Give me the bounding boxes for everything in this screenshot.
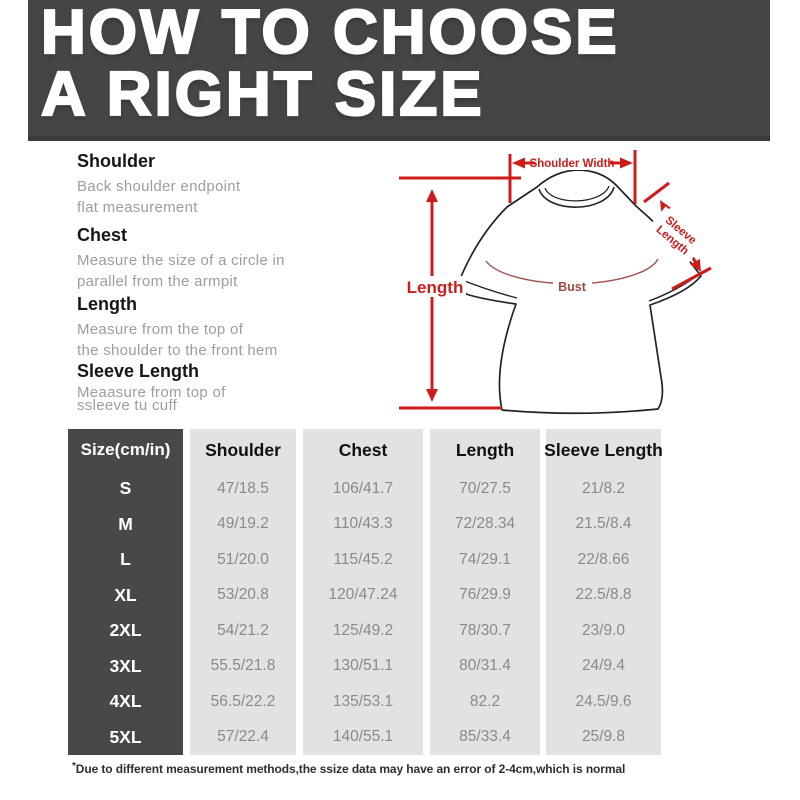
- size-table-column-length: Length 70/27.5 72/28.34 74/29.1 76/29.9 …: [430, 429, 540, 755]
- guide-length-desc-2: the shoulder to the front hem: [77, 342, 278, 359]
- collar-band-line: [544, 185, 610, 202]
- sleeve-value: 22/8.66: [577, 550, 630, 568]
- length-value: 76/29.9: [459, 586, 511, 604]
- column-header-length: Length: [455, 439, 515, 460]
- size-table-column-size: Size(cm/in) S M L XL 2XL 3XL 4XL 5XL: [68, 429, 183, 755]
- page-title-line1: HOW TO CHOOSE: [40, 0, 620, 67]
- column-header-sleeve-length: Sleeve Length: [544, 439, 663, 460]
- length-arrowhead-top: [426, 189, 438, 202]
- page-title-line2: A RIGHT SIZE: [40, 60, 485, 129]
- size-table-column-sleeve: Sleeve Length 21/8.2 21.5/8.4 22/8.66 22…: [544, 429, 663, 755]
- sleeve-bottom-tick: [671, 266, 712, 291]
- shoulder-value: 55.5/21.8: [210, 657, 276, 675]
- length-value: 85/33.4: [459, 728, 511, 746]
- length-value: 72/28.34: [454, 515, 516, 533]
- size-label: L: [120, 549, 131, 570]
- length-value: 74/29.1: [459, 550, 511, 568]
- shoulder-width-arrowhead-right: [620, 157, 633, 169]
- shoulder-value: 57/22.4: [217, 728, 269, 746]
- chest-value: 115/45.2: [333, 550, 393, 568]
- shoulder-value: 53/20.8: [217, 586, 269, 604]
- sleeve-value: 24.5/9.6: [575, 692, 632, 710]
- sleeve-value: 25/9.8: [581, 728, 626, 746]
- guide-chest-term: Chest: [77, 225, 128, 245]
- sleeve-value: 24/9.4: [581, 657, 626, 675]
- guide-shoulder-term: Shoulder: [77, 151, 156, 171]
- size-label: M: [118, 513, 133, 534]
- guide-sleeve-desc-1: Meaasure from top of: [77, 384, 226, 401]
- guide-sleeve-length: Sleeve Length Meaasure from top of sslee…: [77, 360, 397, 414]
- sleeve-top-tick: [643, 181, 670, 204]
- size-label: 4XL: [109, 691, 142, 712]
- column-header-shoulder: Shoulder: [205, 439, 281, 460]
- length-value: 78/30.7: [459, 621, 511, 639]
- size-table-column-chest: Chest 106/41.7 110/43.3 115/45.2 120/47.…: [303, 429, 423, 755]
- footnote-text: Due to different measurement methods,the…: [75, 762, 626, 776]
- size-label: XL: [114, 584, 137, 605]
- measurement-disclaimer: *Due to different measurement methods,th…: [72, 761, 625, 776]
- footnote-asterisk: *: [72, 761, 76, 772]
- guide-shoulder: Shoulder Back shoulder endpoint flat mea…: [77, 150, 397, 218]
- size-table-column-shoulder: Shoulder 47/18.5 49/19.2 51/20.0 53/20.8…: [190, 429, 296, 755]
- length-value: 70/27.5: [459, 479, 511, 497]
- chest-value: 110/43.3: [333, 515, 393, 533]
- size-label: 3XL: [109, 655, 142, 676]
- guide-shoulder-desc-1: Back shoulder endpoint: [77, 178, 241, 195]
- shoulder-value: 51/20.0: [217, 550, 269, 568]
- length-value: 80/31.4: [459, 657, 511, 675]
- guide-length: Length Measure from the top of the shoul…: [77, 293, 397, 361]
- shoulder-width-label-bg: [535, 155, 610, 170]
- sleeve-value: 21/8.2: [581, 479, 626, 497]
- chest-value: 140/55.1: [332, 728, 394, 746]
- shoulder-value: 47/18.5: [217, 479, 269, 497]
- bust-label-bg: [553, 280, 592, 293]
- sleeve-value: 21.5/8.4: [575, 515, 632, 533]
- chest-value: 106/41.7: [332, 479, 394, 497]
- shoulder-value: 49/19.2: [217, 515, 269, 533]
- column-header-chest: Chest: [338, 439, 388, 460]
- sleeve-length-label-bg: [646, 206, 707, 265]
- chest-value: 125/49.2: [332, 621, 394, 639]
- size-label: 2XL: [109, 620, 142, 641]
- title-banner: HOW TO CHOOSE A RIGHT SIZE: [28, 0, 770, 141]
- tshirt-measurement-diagram: Shoulder Width Length Sleeve Length Bust: [399, 150, 712, 415]
- shoulder-value: 54/21.2: [217, 621, 269, 639]
- column-header-size: Size(cm/in): [80, 440, 171, 459]
- chest-value: 120/47.24: [328, 586, 398, 604]
- guide-shoulder-desc-2: flat measurement: [77, 199, 198, 216]
- left-cuff-line: [461, 279, 518, 299]
- chest-value: 130/51.1: [332, 657, 394, 675]
- length-value: 82.2: [469, 692, 501, 710]
- bust-label: Bust: [558, 280, 587, 294]
- size-label: 5XL: [109, 726, 142, 747]
- shoulder-width-label: Shoulder Width: [530, 158, 615, 170]
- guide-length-term: Length: [77, 294, 137, 314]
- guide-chest-desc-1: Measure the size of a circle in: [77, 252, 285, 269]
- chest-value: 135/53.1: [332, 692, 394, 710]
- guide-sleeve-desc-2: ssleeve tu cuff: [77, 397, 178, 414]
- length-label-bg: [404, 276, 466, 297]
- size-label: S: [119, 478, 132, 499]
- shoulder-width-arrowhead-left: [512, 157, 525, 169]
- sleeve-arrowhead-bottom: [690, 258, 701, 272]
- guide-chest: Chest Measure the size of a circle in pa…: [77, 224, 397, 292]
- collar-inner-line: [538, 186, 615, 208]
- guide-sleeve-term: Sleeve Length: [77, 361, 200, 381]
- sleeve-value: 23/9.0: [581, 621, 626, 639]
- guide-chest-desc-2: parallel from the armpit: [77, 273, 238, 290]
- length-arrowhead-bottom: [426, 389, 438, 402]
- length-label: Length: [407, 278, 464, 297]
- sleeve-value: 22.5/8.8: [575, 586, 632, 604]
- shoulder-value: 56.5/22.2: [210, 692, 276, 710]
- guide-length-desc-1: Measure from the top of: [77, 321, 244, 338]
